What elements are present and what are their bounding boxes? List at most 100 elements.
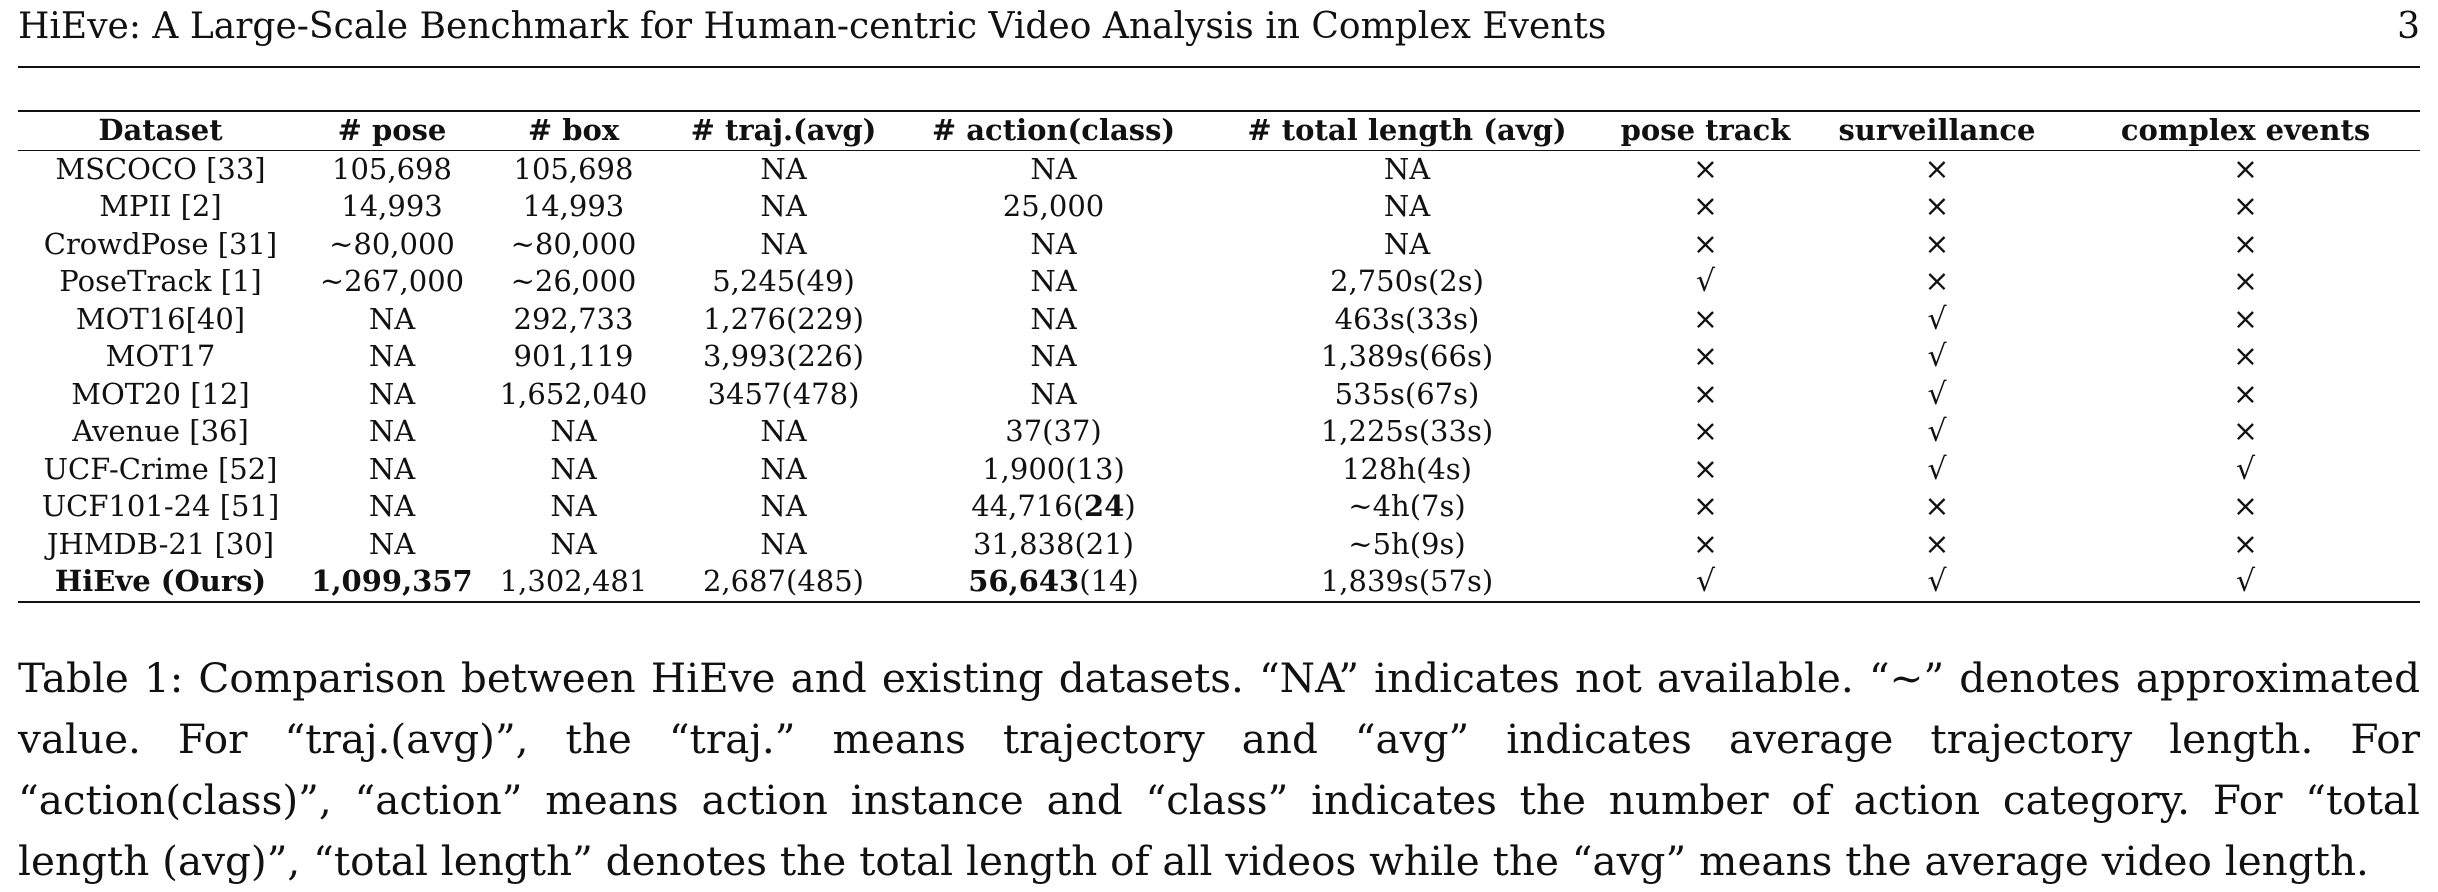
table-row: CrowdPose [31] ~80,000 ~80,000 NA NA NA × × × xyxy=(18,226,2420,264)
cell-dataset: HiEve (Ours) xyxy=(18,563,303,603)
cell-box: ~26,000 xyxy=(481,263,666,301)
cell-box-text: 14,993 xyxy=(522,189,625,223)
action-pre-text: 37(37) xyxy=(1005,414,1102,448)
cell-total-length: 1,389s(66s) xyxy=(1206,338,1608,376)
cell-traj-text: 2,687(485) xyxy=(702,564,864,598)
cell-dataset: MOT17 xyxy=(18,338,303,376)
cell-traj-text: 5,245(49) xyxy=(712,264,855,298)
action-pre-text: 31,838(21) xyxy=(972,526,1134,561)
cell-complex-events-text: √ xyxy=(2235,564,2256,599)
cell-traj-text: NA xyxy=(760,189,807,223)
cell-pose-track: × xyxy=(1608,188,1803,226)
cell-pose: ~267,000 xyxy=(303,263,481,301)
cell-dataset-text: MOT17 xyxy=(105,339,216,373)
cell-complex-events-text: × xyxy=(2232,339,2259,374)
header-rule xyxy=(18,66,2420,68)
cell-box-text: 1,652,040 xyxy=(499,376,648,411)
col-header-dataset: Dataset xyxy=(18,110,303,151)
cell-traj: NA xyxy=(666,226,901,264)
cell-surveillance: × xyxy=(1803,188,2071,226)
cell-box-text: NA xyxy=(550,526,597,561)
cell-traj: 1,276(229) xyxy=(666,301,901,339)
cell-dataset-text: MOT16[40] xyxy=(75,301,246,336)
cell-traj: NA xyxy=(666,488,901,526)
cell-complex-events-text: × xyxy=(2232,189,2259,224)
cell-pose: NA xyxy=(303,376,481,414)
cell-total-length: 1,839s(57s) xyxy=(1206,563,1608,603)
cell-surveillance: √ xyxy=(1803,338,2071,376)
cell-dataset: MOT20 [12] xyxy=(18,376,303,414)
cell-pose-text: NA xyxy=(368,451,416,486)
cell-action: 1,900(13) xyxy=(901,451,1206,489)
cell-pose-text: NA xyxy=(368,339,416,373)
cell-complex-events-text: × xyxy=(2232,264,2259,299)
cell-pose: ~80,000 xyxy=(303,226,481,264)
col-header-pose-track: pose track xyxy=(1608,110,1803,151)
cell-traj: NA xyxy=(666,413,901,451)
cell-action: 31,838(21) xyxy=(901,526,1206,564)
cell-traj: NA xyxy=(666,526,901,564)
cell-box: 105,698 xyxy=(481,150,666,188)
cell-action: NA xyxy=(901,338,1206,376)
action-pre-text: NA xyxy=(1030,264,1077,298)
cell-traj-text: 3,993(226) xyxy=(702,339,864,373)
cell-complex-events: × xyxy=(2071,488,2420,526)
cell-pose-track: × xyxy=(1608,301,1803,339)
cell-dataset: MOT16[40] xyxy=(18,301,303,339)
cell-total-length-text: 535s(67s) xyxy=(1334,376,1480,411)
cell-dataset: PoseTrack [1] xyxy=(18,263,303,301)
cell-total-length: 128h(4s) xyxy=(1206,451,1608,489)
cell-traj-text: NA xyxy=(760,526,807,561)
cell-pose-track: × xyxy=(1608,150,1803,188)
cell-pose-text: 105,698 xyxy=(332,151,452,186)
cell-dataset: Avenue [36] xyxy=(18,413,303,451)
col-header-box: # box xyxy=(481,110,666,151)
cell-box: NA xyxy=(481,451,666,489)
col-header-complex-events: complex events xyxy=(2071,110,2420,151)
cell-total-length: NA xyxy=(1206,188,1608,226)
cell-complex-events-text: × xyxy=(2232,489,2259,524)
cell-pose-track-text: × xyxy=(1692,526,1719,562)
cell-pose: NA xyxy=(303,301,481,339)
cell-dataset-text: HiEve (Ours) xyxy=(54,564,267,598)
cell-dataset-text: MOT20 [12] xyxy=(71,376,250,411)
cell-traj: NA xyxy=(666,451,901,489)
cell-pose-track-text: × xyxy=(1692,339,1719,374)
table-row: MOT17 NA 901,119 3,993(226) NA 1,389s(66s) × √ × xyxy=(18,338,2420,376)
cell-pose-track-text: × xyxy=(1692,189,1719,224)
cell-pose-track-text: × xyxy=(1692,451,1719,487)
cell-traj-text: NA xyxy=(760,226,807,261)
cell-complex-events: √ xyxy=(2071,451,2420,489)
cell-pose-track: × xyxy=(1608,451,1803,489)
cell-complex-events-text: × xyxy=(2232,376,2259,412)
cell-box: NA xyxy=(481,413,666,451)
cell-dataset: UCF101-24 [51] xyxy=(18,488,303,526)
cell-traj: NA xyxy=(666,150,901,188)
cell-pose-text: NA xyxy=(368,489,416,523)
cell-pose-text: 14,993 xyxy=(341,189,443,223)
cell-dataset-text: Avenue [36] xyxy=(72,414,249,448)
action-pre-text: NA xyxy=(1030,151,1077,186)
page-number: 3 xyxy=(2397,6,2420,47)
cell-box-text: 105,698 xyxy=(513,151,634,186)
col-header-surveillance: surveillance xyxy=(1803,110,2071,151)
cell-surveillance-text: √ xyxy=(1927,376,1947,412)
cell-total-length: 535s(67s) xyxy=(1206,376,1608,414)
header-row: Dataset # pose # box # traj.(avg) # acti… xyxy=(18,110,2420,151)
cell-dataset: UCF-Crime [52] xyxy=(18,451,303,489)
cell-surveillance: × xyxy=(1803,150,2071,188)
cell-traj: 2,687(485) xyxy=(666,563,901,603)
cell-pose-track: × xyxy=(1608,338,1803,376)
cell-box-text: 292,733 xyxy=(513,301,634,336)
cell-box-text: NA xyxy=(550,489,597,523)
cell-surveillance-text: √ xyxy=(1927,564,1947,599)
cell-surveillance-text: × xyxy=(1924,226,1950,262)
cell-pose-track-text: × xyxy=(1692,376,1719,412)
cell-pose-track-text: √ xyxy=(1695,564,1716,599)
cell-surveillance-text: √ xyxy=(1927,339,1947,374)
table-row: HiEve (Ours) 1,099,357 1,302,481 2,687(485)… xyxy=(18,563,2420,603)
table-row: UCF101-24 [51] NA NA NA 44,716(24) ~4h(7s) × × × xyxy=(18,488,2420,526)
table-row: MSCOCO [33] 105,698 105,698 NA NA NA × × × xyxy=(18,150,2420,188)
cell-surveillance-text: √ xyxy=(1927,301,1947,337)
cell-complex-events: × xyxy=(2071,188,2420,226)
